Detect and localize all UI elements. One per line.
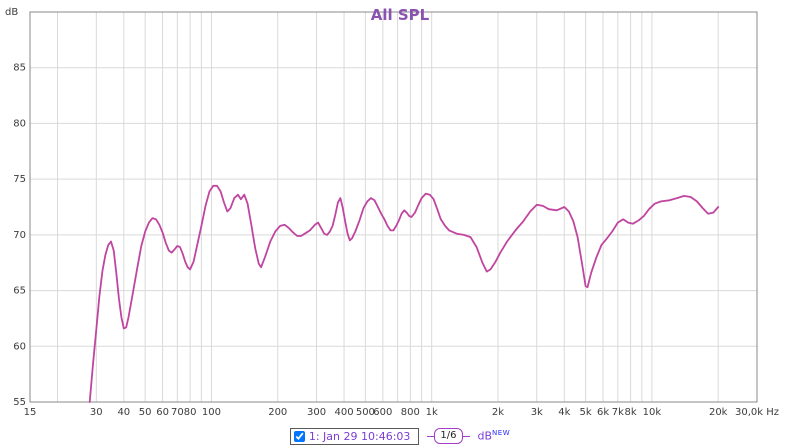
x-tick-label: 70 (171, 407, 184, 418)
smoothing-connector-right (462, 435, 470, 437)
measurement-checkbox[interactable] (293, 430, 305, 442)
spl-chart: 55 60 65 70 75 80 85 dB 15 30 40 50 60 70 80 100 200 300 4… (0, 0, 800, 424)
x-tick-label: 400 (335, 407, 354, 418)
y-tick-label: 75 (13, 174, 26, 185)
x-tick-label: 4k (558, 407, 570, 418)
x-tick-label: 200 (268, 407, 287, 418)
x-tick-label: 40 (117, 407, 130, 418)
y-tick-label: 65 (13, 286, 26, 297)
x-tick-label: 800 (401, 407, 420, 418)
x-tick-label: 6k (597, 407, 609, 418)
x-tick-label: 3k (531, 407, 543, 418)
x-tick-label: 15 (24, 407, 37, 418)
x-tick-label: 7k (612, 407, 624, 418)
y-tick-label: 85 (13, 63, 26, 74)
x-tick-label: 500 (356, 407, 375, 418)
y-axis-unit: dB (5, 7, 18, 18)
spl-trace (88, 184, 720, 403)
x-tick-label: 8k (625, 407, 637, 418)
x-tick-label: 100 (202, 407, 221, 418)
x-tick-label: 1k (426, 407, 438, 418)
x-tick-label: 80 (184, 407, 197, 418)
x-tick-label: 60 (156, 407, 169, 418)
smoothing-connector-left (427, 435, 435, 437)
y-tick-label: 55 (13, 397, 26, 408)
x-tick-label: 30 (90, 407, 103, 418)
x-tick-label: 50 (139, 407, 152, 418)
x-tick-label: 30,0k Hz (735, 407, 779, 418)
measurement-legend: 1: Jan 29 10:46:03 (289, 427, 420, 445)
x-tick-label: 600 (373, 407, 392, 418)
x-tick-label: 20k (709, 407, 728, 418)
plot-frame (29, 11, 758, 403)
smoothing-control[interactable]: 1/6 (427, 428, 470, 444)
new-badge: NEW (492, 429, 511, 438)
unit-label: dBNEW (478, 429, 511, 443)
x-tick-label: 300 (307, 407, 326, 418)
x-tick-label: 2k (492, 407, 504, 418)
y-tick-label: 70 (13, 230, 26, 241)
x-tick-label: 10k (643, 407, 662, 418)
smoothing-value: 1/6 (434, 428, 463, 444)
measurement-label: 1: Jan 29 10:46:03 (308, 429, 411, 443)
unit-text: dB (477, 429, 493, 443)
x-tick-label: 5k (580, 407, 592, 418)
y-tick-label: 80 (13, 118, 26, 129)
legend-bar: 1: Jan 29 10:46:03 1/6 dBNEW (0, 424, 800, 448)
y-tick-label: 60 (13, 341, 26, 352)
